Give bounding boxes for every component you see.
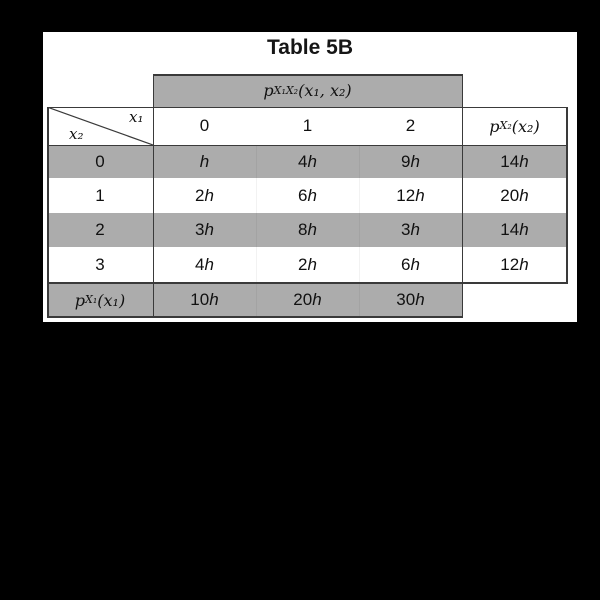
joint-pmf-args: (x₁, x₂) [298,81,352,100]
cell-var: h [415,290,425,309]
cell-coef: 14 [500,220,520,239]
cell-var: h [204,220,214,239]
cell-var: h [307,185,317,205]
cell-coef: 6 [298,185,308,205]
row-0-shading [47,145,567,178]
row-label-1: 1 [95,185,105,205]
marginal-column-border [461,74,463,317]
cell-r1-c2: 12 h [359,178,462,213]
table-right-border [566,107,568,284]
cell-var: h [204,185,214,205]
cell-coef: 3 [195,220,205,239]
marginal-x1-p: p [74,290,86,310]
cell-marginal-x1-1: 20 h [256,283,359,317]
corner-x1-label: x₁ [129,108,144,126]
cell-coef: 6 [401,255,411,274]
cell-coef: 9 [401,151,411,171]
marginal-x1-header: p X₁ (x₁) [74,290,126,310]
col-header-2: 2 [405,116,416,135]
cell-var: h [519,220,529,239]
column-seam [256,145,257,317]
joint-pmf-p: p [263,81,274,100]
corner-x2-label: x₂ [69,125,84,143]
cell-marginal-x1-2: 30 h [359,283,462,317]
cell-marginal-x1-0: 10 h [153,283,256,317]
bottom-row-shading [47,283,462,317]
header-row-bottom-border [47,144,568,146]
cell-r1-marginal: 20 h [462,178,567,213]
marginal-x2-p: p [489,116,500,136]
cell-coef: 2 [298,255,308,274]
cell-r0-marginal: 14 h [462,145,567,178]
diagonal-line [47,107,153,145]
label-column-border [152,74,154,317]
table-title: Table 5B [267,36,353,59]
row-3-bottom-border [47,282,568,284]
cell-coef: 12 [500,255,520,274]
row-label-3: 3 [95,255,105,274]
col-header-0: 0 [199,116,210,135]
joint-pmf-header: p X₁X₂ (x₁, x₂) [263,81,352,100]
cell-coef: 8 [298,220,308,239]
column-seam [359,145,360,317]
cell-var: h [519,185,529,205]
row-label-2: 2 [95,220,105,239]
cell-coef: 3 [401,220,411,239]
marginal-x1-args: (x₁) [97,290,126,310]
slide-card: Table 5B p X₁X₂ (x₁, x₂) x₁ x₂ [43,32,577,322]
cell-var: h [312,290,322,309]
cell-coef: 2 [195,185,205,205]
joint-header-shading [153,74,462,107]
cell-var: h [410,151,420,171]
cell-coef: 20 [500,185,520,205]
marginal-x2-header: p X₂ (x₂) [489,116,540,136]
row-2-shading [47,213,567,247]
table-bottom-border [47,316,463,318]
cell-coef: 14 [500,151,520,171]
cell-coef: 12 [396,185,416,205]
cell-var: h [415,185,425,205]
cell-coef: 20 [293,290,313,309]
cell-var: h [410,220,420,239]
row-label-0: 0 [95,151,105,171]
cell-var: h [519,151,529,171]
corner-cell [47,107,153,145]
cell-var: h [519,255,529,274]
header-row-top-border [47,106,568,108]
cell-var: h [410,255,420,274]
cell-var: h [209,290,219,309]
cell-coef: 30 [396,290,416,309]
cell-r0-c0: h [153,145,256,178]
cell-var: h [199,151,210,171]
cell-coef: 4 [195,255,205,274]
marginal-x2-args: (x₂) [511,116,540,136]
table-left-border [47,107,49,317]
cell-var: h [204,255,214,274]
joint-header-top-border [153,74,463,76]
cell-var: h [307,255,317,274]
cell-var: h [307,220,317,239]
cell-var: h [307,151,317,171]
cell-r3-marginal: 12 h [462,247,567,283]
cell-r2-marginal: 14 h [462,213,567,247]
cell-coef: 4 [298,151,308,171]
col-header-1: 1 [302,116,313,135]
cell-coef: 10 [190,290,210,309]
